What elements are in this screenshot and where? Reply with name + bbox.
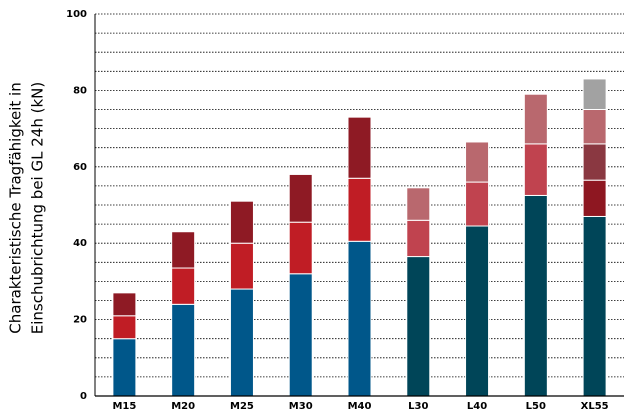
- x-tick-label: M15: [112, 401, 136, 412]
- bar-segment: [582, 179, 607, 217]
- bar-segment: [112, 292, 137, 317]
- bar-segment: [229, 242, 254, 290]
- bar-segment: [406, 219, 431, 258]
- bar-segment: [523, 194, 548, 397]
- x-tick-label: M30: [289, 401, 313, 412]
- bar-segment: [171, 303, 196, 397]
- x-tick-label: L50: [526, 401, 546, 412]
- bar-segment: [465, 181, 490, 227]
- bar-segment: [582, 109, 607, 145]
- bar-segment: [582, 143, 607, 181]
- bar-segment: [406, 187, 431, 221]
- bar-segment: [523, 143, 548, 196]
- y-tick-label: 40: [73, 238, 87, 249]
- x-tick-label: M40: [348, 401, 372, 412]
- bar-segment: [465, 141, 490, 183]
- bar-segment: [112, 338, 137, 397]
- y-axis-label: Einschubrichtung bei GL 24h (kN): [29, 82, 47, 334]
- x-tick-label: XL55: [581, 401, 609, 412]
- x-tick-label: M20: [171, 401, 195, 412]
- y-tick-label: 100: [66, 9, 87, 20]
- bar-segment: [288, 221, 313, 275]
- bar-segment: [229, 200, 254, 244]
- y-tick-label: 60: [73, 162, 87, 173]
- x-tick-label: L30: [408, 401, 428, 412]
- bar-segment: [347, 177, 372, 242]
- y-tick-label: 20: [73, 315, 87, 326]
- bar-segment: [582, 215, 607, 397]
- x-tick-label: L40: [467, 401, 487, 412]
- bar-segment: [171, 267, 196, 305]
- bar-segment: [465, 225, 490, 397]
- bar-segment: [229, 288, 254, 397]
- bar-segment: [347, 116, 372, 179]
- bar-segment: [171, 231, 196, 269]
- bar-segment: [523, 93, 548, 145]
- bar-segment: [288, 173, 313, 223]
- bar-segment: [112, 315, 137, 340]
- bar-segment: [582, 78, 607, 111]
- y-tick-label: 80: [73, 85, 87, 96]
- y-tick-label: 0: [80, 391, 87, 402]
- x-tick-label: M25: [230, 401, 254, 412]
- y-axis-label: Charakteristische Tragfähigkeit in: [7, 82, 25, 333]
- bar-segment: [347, 240, 372, 397]
- bar-segment: [288, 273, 313, 397]
- bar-segment: [406, 256, 431, 397]
